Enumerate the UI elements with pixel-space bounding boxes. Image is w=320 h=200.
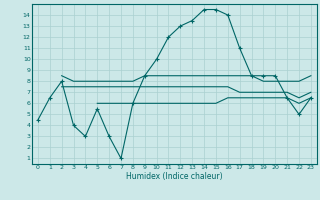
X-axis label: Humidex (Indice chaleur): Humidex (Indice chaleur) — [126, 172, 223, 181]
